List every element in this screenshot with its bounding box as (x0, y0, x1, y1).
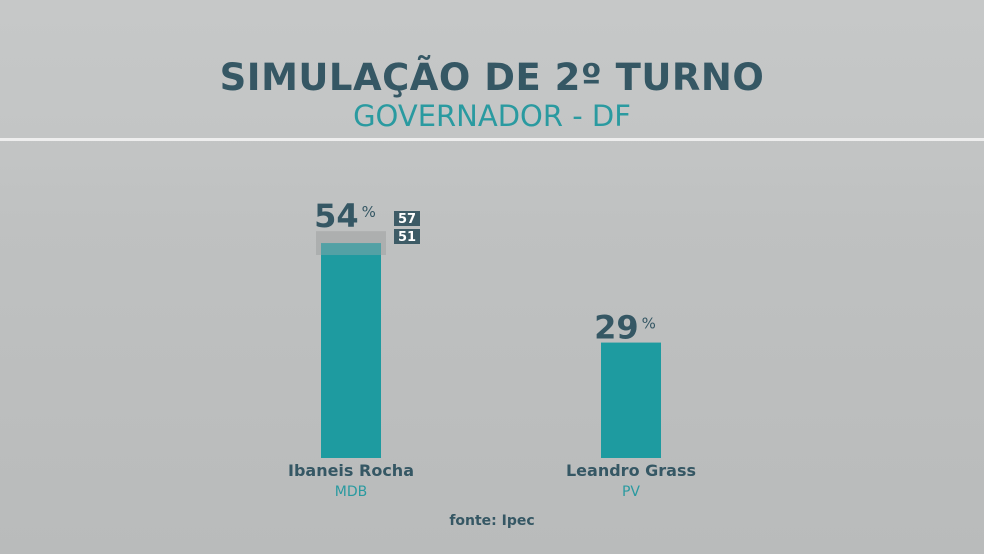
range-high-label: 57 (398, 212, 416, 227)
value-label-ibaneis-rocha: 54% (314, 197, 376, 235)
range-low-box (394, 229, 420, 244)
range-high-box (394, 211, 420, 226)
bar-leandro-grass (601, 342, 661, 458)
category-label-leandro-grass: Leandro Grass (566, 461, 696, 480)
party-label-leandro-grass: PV (622, 484, 640, 500)
chart-subtitle: GOVERNADOR - DF (353, 99, 631, 133)
range-low-label: 51 (398, 230, 416, 245)
title-band (0, 0, 984, 138)
value-label-leandro-grass: 29% (594, 309, 656, 347)
bar-band-overlap-ibaneis-rocha (321, 243, 381, 256)
party-label-ibaneis-rocha: MDB (335, 484, 367, 500)
bar-ibaneis-rocha (321, 243, 381, 458)
category-label-ibaneis-rocha: Ibaneis Rocha (288, 461, 414, 480)
header-divider (0, 138, 984, 141)
chart-title: SIMULAÇÃO DE 2º TURNO (219, 56, 765, 99)
source-note: fonte: Ipec (449, 513, 535, 529)
